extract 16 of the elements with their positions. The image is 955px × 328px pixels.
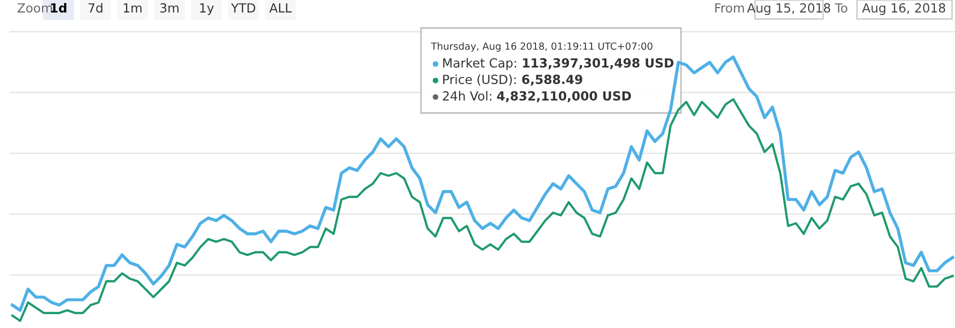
text: Aug 15, 2018 xyxy=(747,3,830,16)
text: ALL xyxy=(269,3,292,12)
text: 1y xyxy=(200,3,214,16)
text: 1d xyxy=(51,2,66,13)
text: Zoom xyxy=(18,3,52,13)
text: From xyxy=(715,3,744,13)
annotation: Market Cap: 113,397,301,498 USD xyxy=(443,58,674,70)
text: 3m xyxy=(160,3,179,13)
text: YTD xyxy=(231,3,256,12)
annotation: 24h Vol: 4,832,110,000 USD xyxy=(442,90,631,102)
text: 1m xyxy=(124,3,142,12)
text: Aug 16, 2018 xyxy=(862,3,946,16)
text: 7d xyxy=(88,2,102,13)
text: Thursday, Aug 16 2018, 01:19:11 UTC+07:00 xyxy=(430,42,652,52)
annotation: Price (USD): 6,588.49 xyxy=(443,74,582,86)
text: To xyxy=(834,3,848,13)
